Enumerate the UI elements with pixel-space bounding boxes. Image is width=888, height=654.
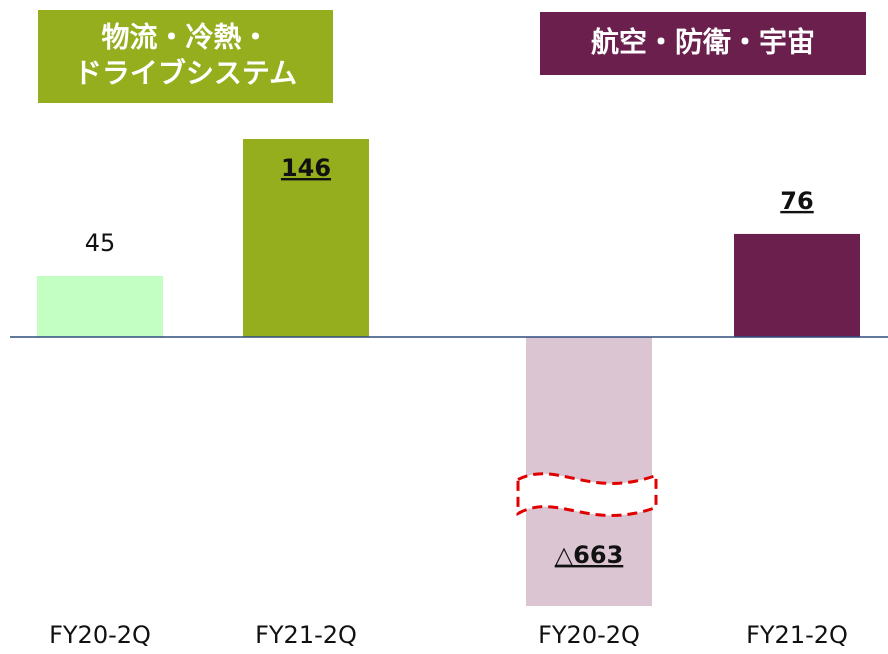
bar	[37, 275, 163, 337]
category-label: FY20-2Q	[538, 621, 640, 649]
group-title-box	[38, 10, 333, 103]
category-label: FY21-2Q	[746, 621, 848, 649]
value-label: 45	[85, 229, 116, 257]
value-label: △663	[555, 541, 624, 569]
value-label: 146	[281, 154, 331, 182]
axis-break	[516, 472, 658, 517]
group-title: 航空・防衛・宇宙	[591, 26, 815, 59]
bar	[243, 139, 369, 337]
value-label: 76	[780, 187, 813, 215]
bar	[734, 233, 860, 337]
group-title-box	[540, 12, 866, 75]
category-label: FY20-2Q	[49, 621, 151, 649]
group-title: 物流・冷熱・	[101, 21, 269, 54]
bar	[526, 337, 652, 606]
category-label: FY21-2Q	[255, 621, 357, 649]
group-title: ドライブシステム	[74, 57, 297, 90]
